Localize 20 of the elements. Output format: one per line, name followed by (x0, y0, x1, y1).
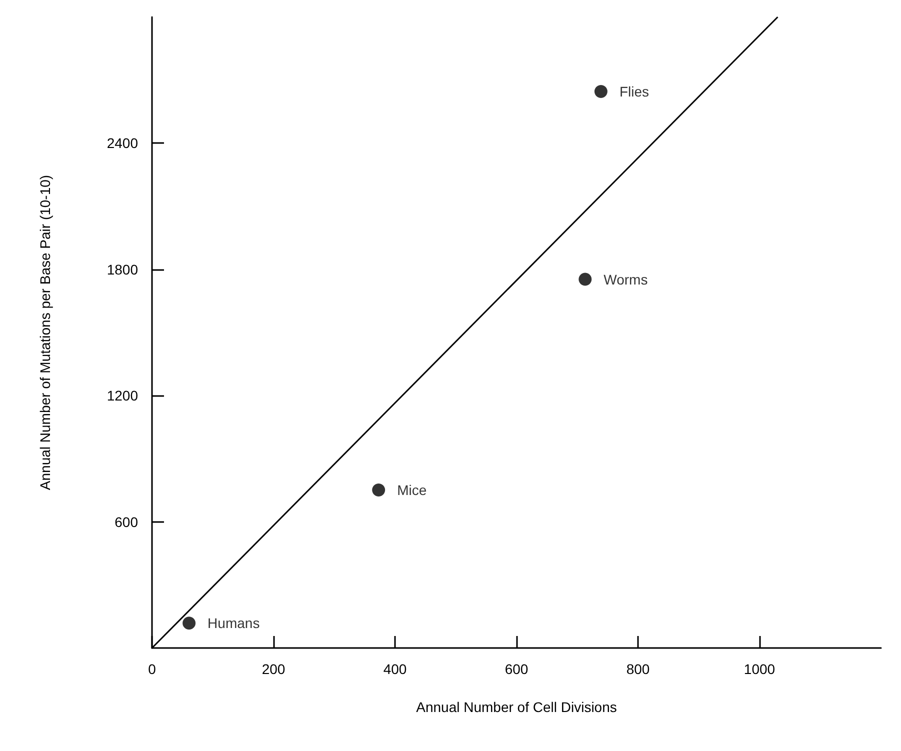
y-tick-label: 1200 (106, 388, 138, 404)
x-tick-label: 200 (262, 661, 286, 677)
point (372, 484, 386, 497)
x-tick-label: 1000 (744, 661, 776, 677)
y-tick-label: 1800 (106, 261, 138, 278)
y-tick-label: 600 (114, 514, 138, 530)
data-label: Mice (397, 482, 427, 498)
point (578, 272, 592, 286)
x-tick-label: 0 (148, 661, 156, 677)
x-tick-label: 400 (383, 661, 407, 677)
point (594, 84, 608, 98)
y-axis-title: Annual Number of Mutations per Base Pair (10-10) (37, 174, 53, 490)
point (182, 616, 196, 630)
x-tick-label: 600 (504, 661, 528, 677)
data-label: Humans (208, 615, 260, 632)
y-tick-label: 2400 (106, 135, 138, 152)
x-axis-title: Annual Number of Cell Divisions (416, 699, 617, 715)
data-label: Flies (619, 83, 650, 100)
data-label: Worms (604, 271, 648, 288)
x-tick-label: 800 (626, 661, 650, 677)
